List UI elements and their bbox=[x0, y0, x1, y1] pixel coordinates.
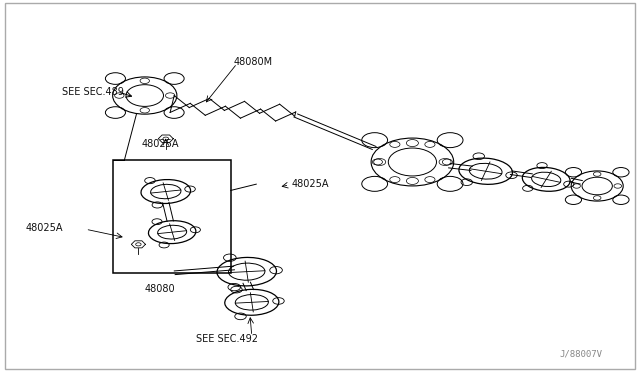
Text: SEE SEC.492: SEE SEC.492 bbox=[196, 334, 258, 344]
Text: 48080M: 48080M bbox=[234, 57, 273, 67]
Text: 48025A: 48025A bbox=[291, 179, 329, 189]
Text: SEE SEC.489: SEE SEC.489 bbox=[62, 87, 124, 97]
Text: 48080: 48080 bbox=[145, 284, 175, 294]
Text: J/88007V: J/88007V bbox=[560, 350, 603, 359]
Text: 48025A: 48025A bbox=[141, 138, 179, 148]
Text: 48025A: 48025A bbox=[26, 224, 63, 234]
Bar bbox=[113, 160, 231, 273]
